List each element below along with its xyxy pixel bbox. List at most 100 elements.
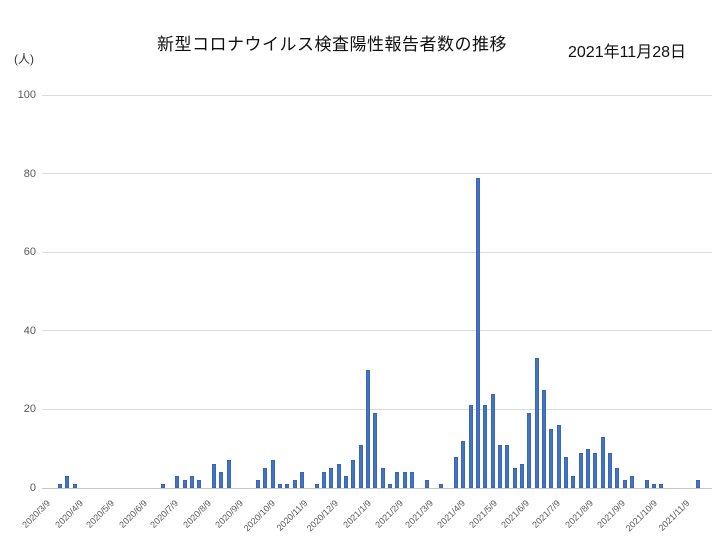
bar: [388, 484, 392, 488]
bar: [571, 476, 576, 488]
bar: [439, 484, 444, 488]
bar: [519, 464, 524, 488]
bar: [497, 444, 502, 488]
x-axis-tick-label: 2020/8/9: [180, 498, 213, 530]
bar: [578, 452, 583, 488]
x-axis-tick-label: 2021/5/9: [466, 498, 499, 530]
bar: [226, 460, 231, 488]
x-axis-tick-label: 2021/1/9: [341, 498, 373, 530]
x-axis-tick-label: 2020/5/9: [84, 498, 117, 530]
report-date: 2021年11月28日: [568, 44, 687, 61]
bar: [292, 480, 297, 488]
bar: [197, 480, 202, 488]
x-axis-tick-label: 2021/3/9: [402, 498, 435, 530]
y-axis-tick-label: 0: [29, 482, 36, 494]
bar: [556, 425, 561, 488]
bar: [453, 456, 458, 488]
bar: [475, 177, 480, 488]
bar: [256, 480, 261, 488]
bar: [622, 480, 627, 488]
bar: [651, 484, 656, 488]
bar: [65, 476, 70, 488]
x-axis-tick-label: 2020/3/9: [20, 498, 53, 530]
bar: [410, 472, 414, 488]
bar: [402, 472, 407, 488]
bar: [549, 429, 554, 488]
bar: [278, 484, 283, 488]
bar: [695, 480, 700, 488]
bar: [182, 480, 187, 488]
bar: [300, 472, 305, 488]
x-axis-tick-label: 2021/11/9: [656, 498, 692, 533]
bar: [160, 484, 165, 488]
bar: [468, 405, 473, 488]
y-axis-tick-label: 60: [23, 246, 36, 259]
bar: [344, 476, 349, 488]
bar: [600, 436, 605, 488]
bar: [395, 472, 400, 488]
bar: [190, 476, 195, 488]
bar: [270, 460, 275, 488]
bar: [424, 480, 429, 488]
bar: [527, 413, 532, 488]
y-gridline: [42, 408, 712, 410]
y-gridline: [42, 173, 712, 175]
x-axis-tick-label: 2020/7/9: [148, 498, 181, 530]
bar: [366, 370, 371, 488]
x-axis-tick-label: 2021/10/9: [623, 498, 659, 534]
bar: [563, 456, 568, 488]
bar: [461, 440, 466, 488]
bar: [534, 358, 539, 488]
x-axis-tick-label: 2021/9/9: [595, 498, 628, 530]
x-axis-tick-label: 2021/2/9: [373, 498, 406, 530]
y-gridline: [42, 94, 712, 96]
bar: [659, 484, 664, 488]
bar: [219, 472, 224, 488]
bar: [322, 472, 327, 488]
y-axis-tick-label: 20: [23, 403, 36, 416]
x-axis-tick-label: 2020/6/9: [117, 498, 149, 530]
y-gridline: [42, 330, 712, 332]
x-axis-tick-label: 2020/4/9: [53, 498, 86, 530]
x-axis-tick-label: 2021/4/9: [435, 498, 468, 530]
x-axis-tick-label: 2021/6/9: [499, 498, 532, 530]
bar: [505, 444, 510, 488]
bar: [593, 452, 598, 488]
x-axis-baseline: [42, 487, 712, 489]
bar: [629, 476, 634, 488]
bar: [512, 468, 517, 488]
bar: [541, 389, 546, 488]
bar: [351, 460, 356, 488]
y-axis-tick-label: 80: [23, 167, 36, 180]
bar: [314, 484, 319, 488]
y-gridline: [42, 251, 712, 253]
bar: [72, 484, 77, 488]
bar: [175, 476, 180, 488]
bar: [358, 444, 363, 488]
bar: [329, 468, 334, 488]
y-axis-tick-label: 100: [17, 89, 36, 101]
y-axis-tick-label: 40: [23, 324, 36, 337]
bar: [285, 484, 290, 488]
bar: [644, 480, 649, 488]
bar: [585, 448, 590, 488]
bar: [373, 413, 378, 488]
x-axis-tick-label: 2020/9/9: [213, 498, 246, 530]
bar: [336, 464, 341, 488]
bar: [380, 468, 385, 488]
x-axis-tick-label: 2021/7/9: [530, 498, 563, 530]
x-axis-tick-label: 2020/11/9: [274, 498, 310, 533]
bar: [58, 484, 63, 488]
x-axis-tick-label: 2020/12/9: [305, 498, 341, 534]
bar: [263, 468, 268, 488]
y-axis-unit-label: (人): [14, 52, 34, 66]
bar: [483, 405, 488, 488]
bar: [607, 452, 612, 488]
bar: [490, 393, 495, 488]
x-axis-tick-label: 2020/10/9: [241, 498, 277, 534]
x-axis-tick-label: 2021/8/9: [563, 498, 595, 530]
bar: [615, 468, 620, 488]
chart-title: 新型コロナウイルス検査陽性報告者数の推移: [157, 35, 507, 54]
bar: [212, 464, 217, 488]
